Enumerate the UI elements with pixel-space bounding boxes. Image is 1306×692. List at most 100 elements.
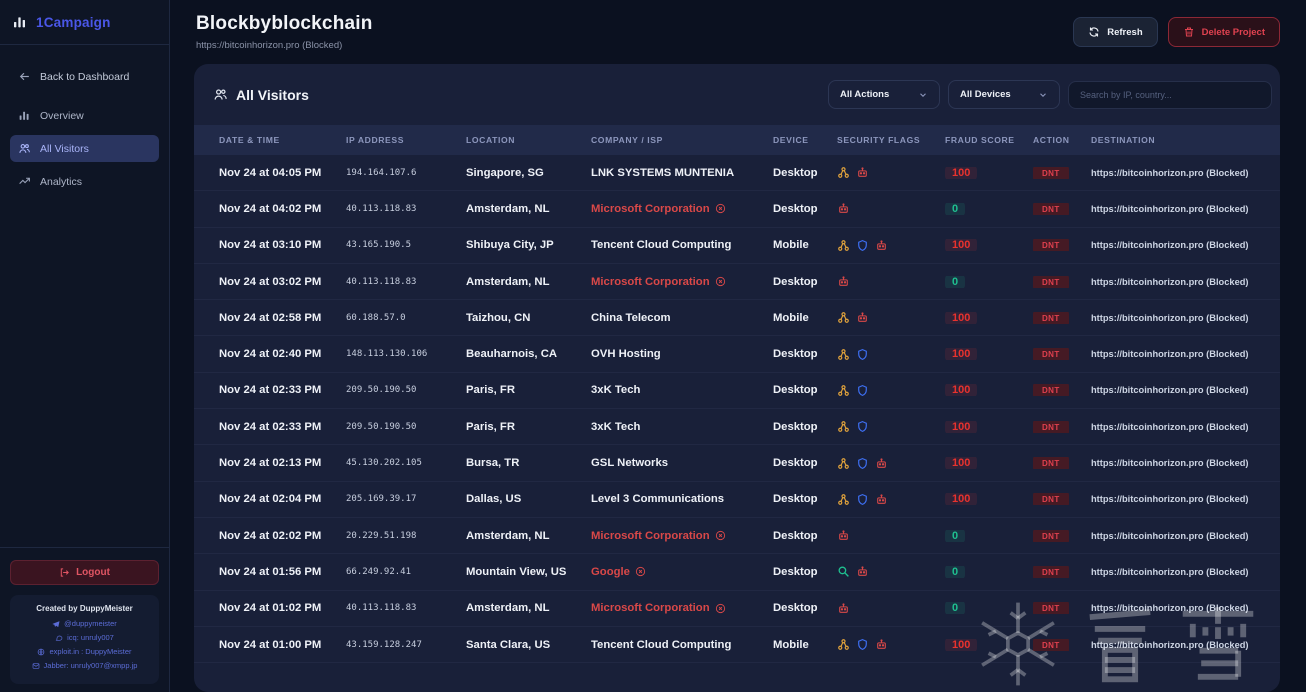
action-badge: DNT [1033, 239, 1069, 252]
table-row: Nov 24 at 02:13 PM 45.130.202.105 Bursa, T… [194, 445, 1280, 482]
credit-text: exploit.in : DuppyMeister [49, 647, 132, 656]
cell-device: Mobile [773, 638, 809, 651]
cell-action: DNT [1033, 239, 1091, 252]
action-badge: DNT [1033, 311, 1069, 324]
cell-fraud-score: 100 [945, 493, 1033, 506]
cell-fraud-score: 0 [945, 602, 1033, 615]
panel-title-label: All Visitors [236, 86, 309, 103]
refresh-button[interactable]: Refresh [1073, 17, 1158, 47]
sidebar-item-analytics[interactable]: Analytics [10, 168, 159, 195]
cell-company-isp: 3xK Tech [591, 384, 773, 396]
app-name: 1Campaign [36, 14, 111, 30]
cell-security-flags [837, 202, 945, 215]
cell-security-flags [837, 420, 945, 433]
proxy-icon [837, 638, 850, 651]
page-subtitle: https://bitcoinhorizon.pro (Blocked) [196, 40, 343, 51]
cell-datetime: Nov 24 at 02:58 PM [219, 311, 322, 324]
credits-title: Created by DuppyMeister [36, 604, 133, 613]
action-badge: DNT [1033, 275, 1069, 288]
cell-fraud-score: 100 [945, 311, 1033, 324]
bot-icon [856, 166, 869, 179]
logout-label: Logout [76, 567, 110, 578]
cell-action: DNT [1033, 638, 1091, 651]
refresh-icon [1088, 26, 1100, 38]
refresh-label: Refresh [1107, 26, 1143, 38]
cell-datetime: Nov 24 at 02:02 PM [219, 529, 322, 542]
action-badge: DNT [1033, 420, 1069, 433]
shield-icon [856, 638, 869, 651]
sidebar-item-back-to-dashboard[interactable]: Back to Dashboard [10, 63, 159, 90]
visitor-rows: Nov 24 at 04:05 PM 194.164.107.6 Singapore… [194, 155, 1280, 664]
cell-device: Desktop [773, 493, 818, 506]
cell-company-isp: Microsoft Corporation [591, 602, 773, 614]
arrow-left-icon [18, 70, 31, 83]
bot-icon [837, 602, 850, 615]
cell-action: DNT [1033, 565, 1091, 578]
cell-datetime: Nov 24 at 01:00 PM [219, 638, 322, 651]
cell-security-flags [837, 384, 945, 397]
sidebar-item-overview[interactable]: Overview [10, 102, 159, 129]
logout-button[interactable]: Logout [10, 560, 159, 585]
credit-link[interactable]: exploit.in : DuppyMeister [16, 647, 153, 656]
cell-action: DNT [1033, 348, 1091, 361]
column-header: DESTINATION [1091, 135, 1156, 145]
cell-company-isp: Google [591, 566, 773, 578]
fraud-score-badge: 100 [945, 239, 978, 252]
sidebar-item-all-visitors[interactable]: All Visitors [10, 135, 159, 162]
cell-security-flags [837, 275, 945, 288]
cell-device: Desktop [773, 384, 818, 397]
company-name: Microsoft Corporation [591, 529, 710, 542]
devices-filter-dropdown[interactable]: All Devices [948, 80, 1060, 109]
fraud-score-badge: 100 [945, 384, 978, 397]
trend-icon [18, 175, 31, 188]
page-header: Blockbyblockchain https://bitcoinhorizon… [170, 0, 1306, 51]
telegram-icon [52, 620, 60, 628]
cell-datetime: Nov 24 at 03:02 PM [219, 275, 322, 288]
proxy-icon [837, 239, 850, 252]
credit-link[interactable]: @duppymeister [16, 619, 153, 628]
cell-destination: https://bitcoinhorizon.pro (Blocked) [1091, 240, 1249, 251]
table-filters: All Actions All Devices [828, 80, 1272, 109]
table-row: Nov 24 at 04:05 PM 194.164.107.6 Singapore… [194, 155, 1280, 192]
chat-icon [55, 634, 63, 642]
cell-location: Amsterdam, NL [466, 202, 550, 215]
company-name: Microsoft Corporation [591, 275, 710, 288]
circle-x-icon [635, 566, 646, 577]
cell-ip-address: 205.169.39.17 [346, 494, 417, 505]
table-row: Nov 24 at 02:04 PM 205.169.39.17 Dallas, U… [194, 482, 1280, 518]
credits-panel: Created by DuppyMeister @duppymeister icq… [10, 595, 159, 684]
cell-destination: https://bitcoinhorizon.pro (Blocked) [1091, 276, 1249, 287]
search-input[interactable] [1068, 80, 1272, 109]
cell-action: DNT [1033, 602, 1091, 615]
cell-action: DNT [1033, 311, 1091, 324]
visitors-panel-header: All Visitors All Actions All Devices [194, 64, 1280, 125]
cell-destination: https://bitcoinhorizon.pro (Blocked) [1091, 639, 1249, 650]
company-name: LNK SYSTEMS MUNTENIA [591, 166, 735, 179]
users-icon [213, 87, 228, 102]
cell-location: Dallas, US [466, 493, 522, 506]
shield-icon [856, 457, 869, 470]
action-badge: DNT [1033, 384, 1069, 397]
bot-icon [856, 565, 869, 578]
sidebar-nav: Back to Dashboard Overview All Visitors An… [0, 45, 169, 201]
cell-fraud-score: 0 [945, 565, 1033, 578]
table-row: Nov 24 at 01:02 PM 40.113.118.83 Amsterdam… [194, 591, 1280, 627]
column-header: IP ADDRESS [346, 135, 405, 145]
cell-device: Mobile [773, 311, 809, 324]
fraud-score-badge: 100 [945, 348, 978, 361]
table-row: Nov 24 at 04:02 PM 40.113.118.83 Amsterdam… [194, 191, 1280, 228]
credit-link[interactable]: Jabber: unruly007@xmpp.jp [16, 661, 153, 670]
delete-project-button[interactable]: Delete Project [1167, 17, 1280, 47]
sidebar-item-label: Overview [40, 109, 84, 122]
trash-icon [1183, 26, 1195, 38]
credit-link[interactable]: icq: unruly007 [16, 633, 153, 642]
action-badge: DNT [1033, 457, 1069, 470]
shield-icon [856, 239, 869, 252]
action-badge: DNT [1033, 529, 1069, 542]
actions-filter-dropdown[interactable]: All Actions [828, 80, 940, 109]
cell-datetime: Nov 24 at 02:40 PM [219, 348, 322, 361]
table-row: Nov 24 at 02:40 PM 148.113.130.106 Beauhar… [194, 336, 1280, 373]
cell-ip-address: 209.50.190.50 [346, 385, 417, 396]
cell-ip-address: 45.130.202.105 [346, 458, 422, 469]
table-row: Nov 24 at 01:56 PM 66.249.92.41 Mountain V… [194, 554, 1280, 591]
